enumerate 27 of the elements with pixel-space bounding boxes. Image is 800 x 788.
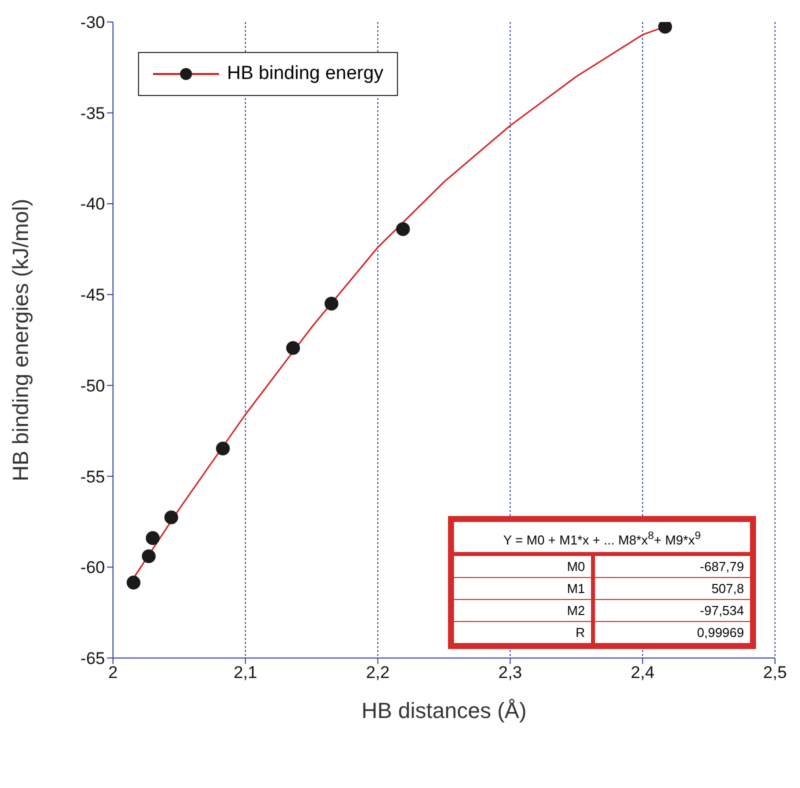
annotation: M2 xyxy=(454,600,595,622)
legend-label: HB binding energy xyxy=(227,63,384,85)
annotation: -687,79 xyxy=(698,558,745,576)
legend-box: HB binding energy xyxy=(138,52,398,96)
y-tick-label: -45 xyxy=(80,286,105,305)
x-tick-label: 2,1 xyxy=(234,663,258,682)
annotation: Y = M0 + M1*x + ... M8*x$^{8}$+ M9*x$^{9}$ xyxy=(454,522,750,556)
x-tick-label: 2,3 xyxy=(498,663,522,682)
annotation: M1 xyxy=(454,578,595,600)
x-tick-label: 2 xyxy=(108,663,118,682)
annotation: -97,534 xyxy=(698,602,745,620)
x-tick-label: 2,2 xyxy=(366,663,390,682)
annotation: R xyxy=(454,622,595,644)
y-tick-label: -65 xyxy=(80,649,105,668)
annotation: 507,8 xyxy=(710,580,745,598)
y-tick-label: -50 xyxy=(80,376,105,396)
annotation: 0,99969 xyxy=(696,624,745,642)
x-tick-label: 2,5 xyxy=(763,663,787,682)
y-tick-label: -40 xyxy=(80,194,105,214)
y-tick-label: -55 xyxy=(80,467,105,486)
x-tick-label: 2,4 xyxy=(630,663,654,682)
y-tick-label: -30 xyxy=(80,13,105,32)
y-tick-label: -35 xyxy=(80,104,105,123)
y-axis-title: HB binding energies (kJ/mol) xyxy=(8,198,33,482)
y-tick-label: -60 xyxy=(80,558,105,578)
x-axis-title: HB distances (Å) xyxy=(361,698,527,723)
annotation: M0 xyxy=(454,556,595,578)
